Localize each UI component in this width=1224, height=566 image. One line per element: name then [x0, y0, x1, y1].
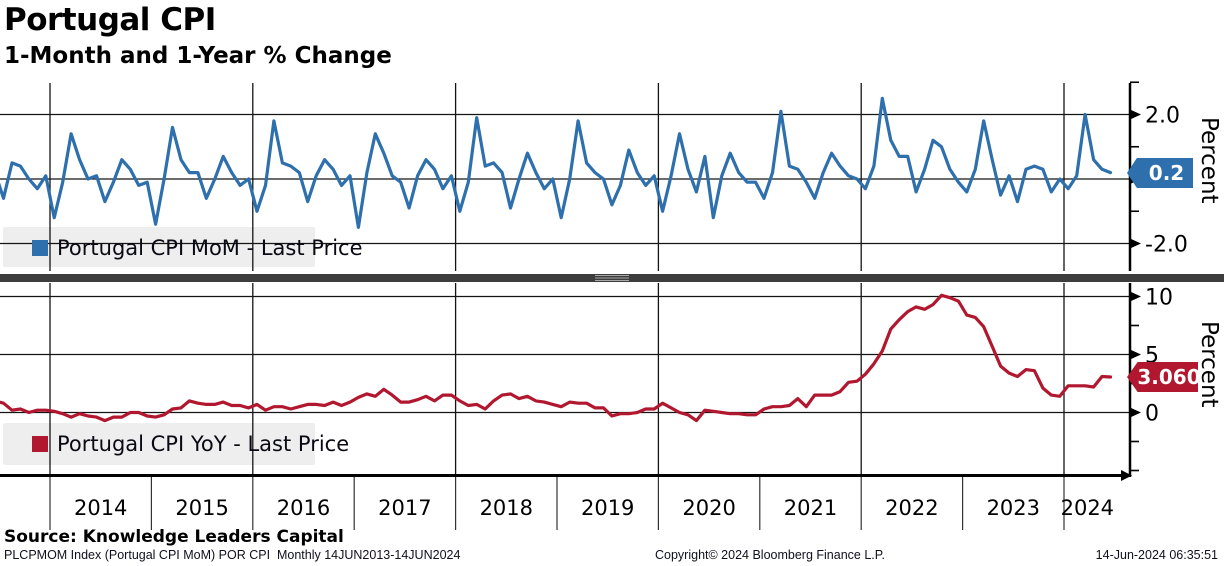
y-tick-label: 2.0	[1145, 104, 1180, 129]
splitter-grip-icon[interactable]	[595, 275, 629, 281]
year-label: 2019	[581, 496, 634, 520]
yoy-series-swatch-icon	[32, 436, 48, 452]
mom-last-price-tag: 0.2	[1127, 158, 1193, 188]
year-label: 2024	[1061, 496, 1114, 520]
yoy-axis-title: Percent	[1196, 321, 1222, 408]
year-label: 2015	[175, 496, 228, 520]
timestamp: 14-Jun-2024 06:35:51	[1095, 548, 1218, 562]
mom-series-line	[0, 96, 1113, 229]
page-title: Portugal CPI	[4, 2, 216, 38]
axis-arrow-tick-icon	[1130, 238, 1141, 249]
y-tick-label: 10	[1145, 286, 1173, 311]
source-note: Source: Knowledge Leaders Capital	[4, 527, 344, 547]
legend-mom[interactable]: Portugal CPI MoM - Last Price	[32, 236, 363, 260]
legend-yoy-label: Portugal CPI YoY - Last Price	[57, 432, 350, 456]
copyright-note: Copyright© 2024 Bloomberg Finance L.P.	[655, 548, 885, 562]
y-tick-label: -2.0	[1145, 233, 1188, 258]
x-axis-arrow-icon	[1121, 470, 1132, 481]
year-label: 2020	[682, 496, 735, 520]
yoy-series-line	[0, 293, 1113, 423]
yoy-last-price-tag: 3.060	[1127, 362, 1198, 392]
year-label: 2021	[784, 496, 837, 520]
year-label: 2018	[480, 496, 533, 520]
year-label: 2023	[987, 496, 1040, 520]
mom-series-swatch-icon	[32, 240, 48, 256]
footer-meta-row: PLCPMOM Index (Portugal CPI MoM) POR CPI…	[0, 548, 1224, 563]
page-subtitle: 1-Month and 1-Year % Change	[4, 43, 392, 69]
year-label: 2022	[885, 496, 938, 520]
panel-splitter[interactable]	[0, 274, 1224, 282]
mom-axis-title: Percent	[1196, 117, 1222, 204]
axis-arrow-tick-icon	[1130, 291, 1141, 302]
axis-arrow-tick-icon	[1130, 407, 1141, 418]
year-label: 2017	[378, 496, 431, 520]
mom-legend-bg	[3, 227, 315, 267]
legend-mom-label: Portugal CPI MoM - Last Price	[57, 236, 363, 260]
axis-arrow-tick-icon	[1130, 109, 1141, 120]
y-tick-label: 0	[1145, 402, 1159, 427]
yoy-legend-bg	[3, 423, 315, 465]
axis-arrow-tick-icon	[1130, 349, 1141, 360]
security-description: PLCPMOM Index (Portugal CPI MoM) POR CPI…	[4, 548, 461, 562]
year-label: 2014	[74, 496, 127, 520]
legend-yoy[interactable]: Portugal CPI YoY - Last Price	[32, 432, 349, 456]
year-label: 2016	[277, 496, 330, 520]
